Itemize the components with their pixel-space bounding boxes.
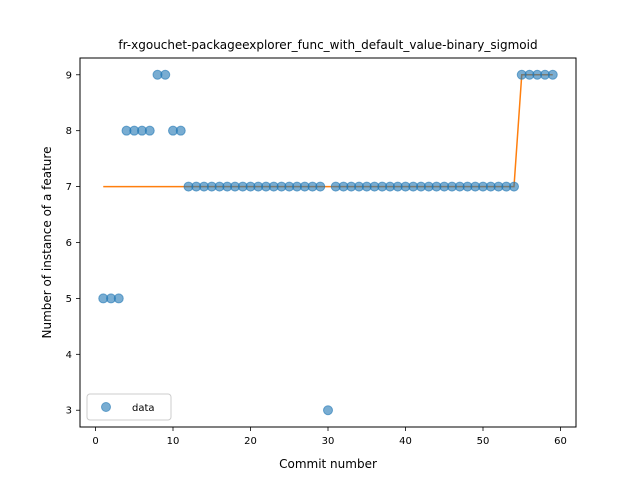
data-point	[323, 405, 333, 416]
y-tick-label: 6	[66, 238, 72, 249]
chart-title: fr-xgouchet-packageexplorer_func_with_de…	[118, 38, 537, 52]
axis-ticks: 0 10 20 30 40 50 60 3 4 5 6 7 8 9	[66, 70, 567, 447]
x-tick-label: 0	[92, 436, 98, 447]
y-tick-label: 5	[66, 294, 72, 305]
y-tick-label: 4	[66, 350, 72, 361]
legend: data	[86, 393, 172, 421]
legend-label-data: data	[132, 403, 155, 414]
y-tick-label: 8	[66, 126, 72, 137]
data-point	[547, 69, 558, 80]
y-tick-label: 3	[66, 406, 72, 417]
x-tick-label: 30	[322, 436, 335, 447]
x-tick-label: 20	[244, 436, 257, 447]
data-point	[160, 69, 171, 80]
data-point	[144, 125, 155, 136]
x-tick-label: 60	[554, 436, 567, 447]
y-tick-label: 7	[66, 182, 72, 193]
x-tick-label: 50	[477, 436, 490, 447]
legend-box	[86, 393, 172, 421]
data-point	[175, 125, 186, 136]
x-axis-label: Commit number	[279, 457, 377, 471]
plot-area	[98, 69, 558, 416]
x-tick-label: 10	[167, 436, 180, 447]
plot-frame	[79, 57, 577, 428]
data-point	[509, 181, 519, 192]
x-tick-label: 40	[399, 436, 412, 447]
data-point	[315, 181, 326, 192]
y-axis-label: Number of instance of a feature	[40, 147, 54, 339]
y-tick-label: 9	[66, 70, 72, 81]
data-point	[113, 293, 124, 304]
legend-marker-data	[101, 402, 111, 412]
